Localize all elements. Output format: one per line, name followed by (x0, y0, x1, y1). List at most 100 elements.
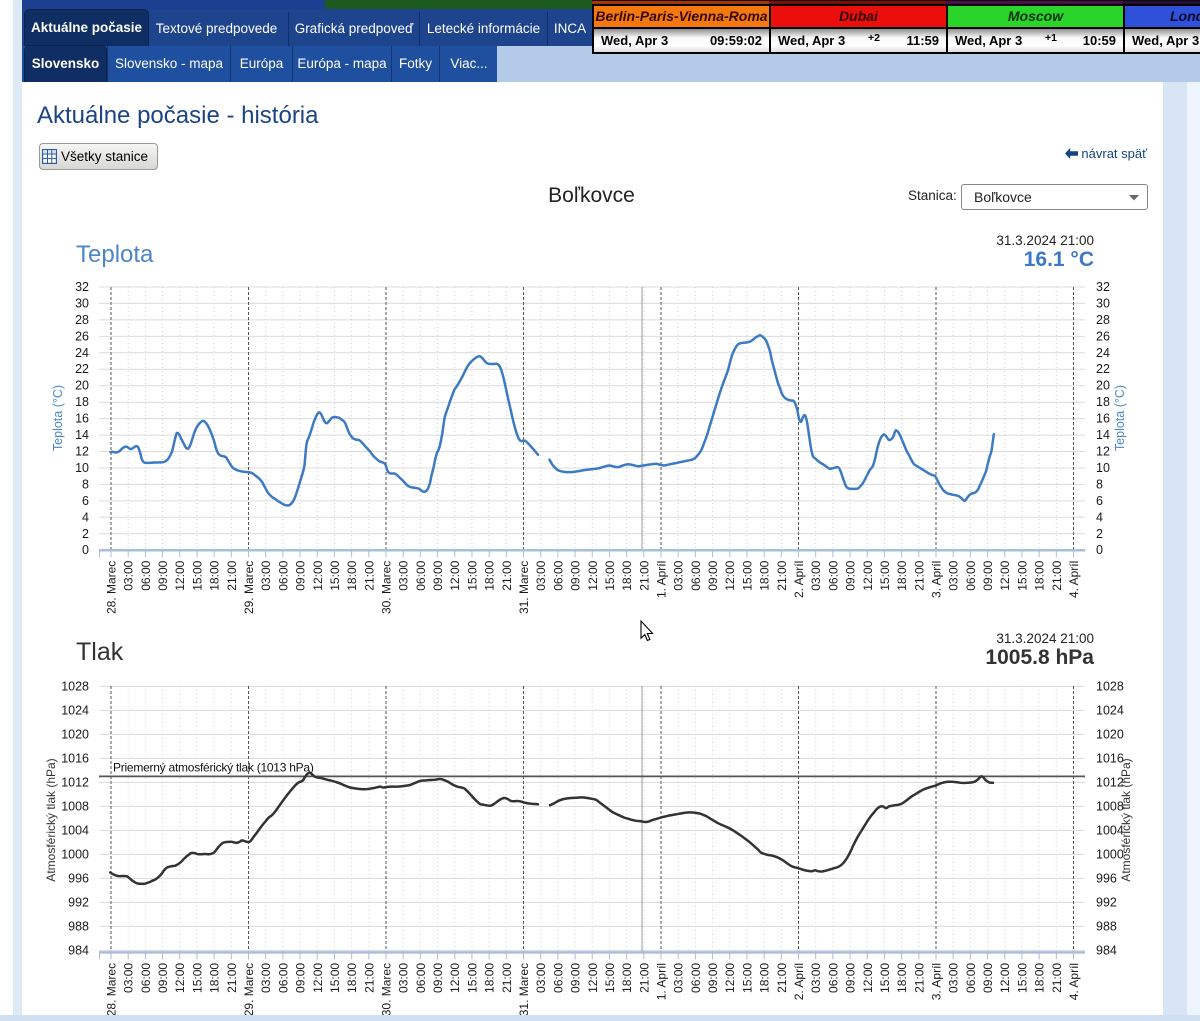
svg-text:09:00: 09:00 (706, 560, 720, 590)
svg-text:24: 24 (75, 346, 89, 360)
svg-text:06:00: 06:00 (826, 560, 840, 590)
svg-text:12: 12 (75, 445, 89, 459)
svg-text:09:00: 09:00 (844, 963, 858, 993)
svg-text:22: 22 (1096, 362, 1110, 376)
svg-text:09:00: 09:00 (706, 963, 720, 993)
svg-text:18:00: 18:00 (620, 560, 634, 590)
svg-text:29. Marec: 29. Marec (242, 561, 256, 614)
svg-text:18:00: 18:00 (345, 560, 359, 590)
svg-text:15:00: 15:00 (878, 963, 892, 993)
svg-text:15:00: 15:00 (328, 560, 342, 590)
svg-text:03:00: 03:00 (122, 963, 136, 993)
svg-text:1008: 1008 (1096, 799, 1124, 813)
svg-text:1008: 1008 (61, 799, 89, 813)
svg-text:06:00: 06:00 (276, 963, 290, 993)
svg-text:1024: 1024 (61, 703, 89, 717)
svg-text:15:00: 15:00 (740, 963, 754, 993)
svg-text:15:00: 15:00 (878, 560, 892, 590)
svg-text:09:00: 09:00 (431, 963, 445, 993)
svg-text:Atmosférický tlak (hPa): Atmosférický tlak (hPa) (1119, 758, 1133, 881)
svg-text:16: 16 (75, 412, 89, 426)
svg-text:03:00: 03:00 (672, 963, 686, 993)
svg-text:03:00: 03:00 (122, 560, 136, 590)
svg-text:12:00: 12:00 (173, 560, 187, 590)
svg-text:03:00: 03:00 (259, 560, 273, 590)
svg-text:09:00: 09:00 (294, 963, 308, 993)
svg-text:10: 10 (75, 461, 89, 475)
svg-text:31. Marec: 31. Marec (517, 963, 531, 1016)
svg-text:1016: 1016 (61, 751, 89, 765)
svg-text:21:00: 21:00 (912, 560, 926, 590)
svg-text:1020: 1020 (1096, 727, 1124, 741)
svg-text:30: 30 (75, 296, 89, 310)
svg-text:2. Apríl: 2. Apríl (792, 963, 806, 1000)
svg-text:3. Apríl: 3. Apríl (930, 963, 944, 1000)
svg-text:15:00: 15:00 (603, 963, 617, 993)
svg-text:12:00: 12:00 (586, 963, 600, 993)
svg-text:8: 8 (82, 477, 89, 491)
svg-text:15:00: 15:00 (190, 963, 204, 993)
svg-text:1004: 1004 (61, 823, 89, 837)
svg-text:31. Marec: 31. Marec (517, 561, 531, 614)
svg-text:06:00: 06:00 (139, 963, 153, 993)
svg-text:3. Apríl: 3. Apríl (930, 561, 944, 598)
svg-text:21:00: 21:00 (500, 963, 514, 993)
svg-text:18:00: 18:00 (483, 560, 497, 590)
svg-text:18:00: 18:00 (895, 560, 909, 590)
svg-text:21:00: 21:00 (637, 963, 651, 993)
svg-text:12:00: 12:00 (311, 963, 325, 993)
svg-text:09:00: 09:00 (569, 963, 583, 993)
svg-text:06:00: 06:00 (276, 560, 290, 590)
svg-text:30. Marec: 30. Marec (380, 561, 394, 614)
svg-text:20: 20 (1096, 379, 1110, 393)
svg-text:09:00: 09:00 (431, 560, 445, 590)
svg-text:06:00: 06:00 (964, 560, 978, 590)
svg-text:32: 32 (75, 280, 89, 294)
svg-text:Teplota (°C): Teplota (°C) (1113, 385, 1127, 451)
svg-text:18:00: 18:00 (483, 963, 497, 993)
svg-text:10: 10 (1096, 461, 1110, 475)
svg-text:15:00: 15:00 (1015, 963, 1029, 993)
svg-text:28: 28 (75, 313, 89, 327)
svg-text:6: 6 (1096, 494, 1103, 508)
svg-text:12:00: 12:00 (861, 963, 875, 993)
svg-text:09:00: 09:00 (981, 963, 995, 993)
svg-text:09:00: 09:00 (156, 560, 170, 590)
svg-text:8: 8 (1096, 477, 1103, 491)
svg-text:988: 988 (1096, 919, 1117, 933)
svg-text:996: 996 (1096, 871, 1117, 885)
svg-text:06:00: 06:00 (689, 560, 703, 590)
svg-text:21:00: 21:00 (1050, 560, 1064, 590)
svg-text:12:00: 12:00 (861, 560, 875, 590)
svg-text:06:00: 06:00 (689, 963, 703, 993)
svg-text:06:00: 06:00 (964, 963, 978, 993)
svg-text:15:00: 15:00 (465, 963, 479, 993)
svg-text:21:00: 21:00 (1050, 963, 1064, 993)
svg-text:21:00: 21:00 (637, 560, 651, 590)
svg-text:0: 0 (1096, 543, 1103, 557)
svg-text:22: 22 (75, 362, 89, 376)
svg-text:4. Apríl: 4. Apríl (1067, 963, 1081, 1000)
svg-text:12:00: 12:00 (448, 560, 462, 590)
svg-text:15:00: 15:00 (1015, 560, 1029, 590)
svg-text:18:00: 18:00 (345, 963, 359, 993)
svg-text:03:00: 03:00 (534, 963, 548, 993)
svg-text:03:00: 03:00 (809, 963, 823, 993)
svg-text:0: 0 (82, 543, 89, 557)
svg-text:12:00: 12:00 (586, 560, 600, 590)
svg-text:14: 14 (1096, 428, 1110, 442)
svg-text:1028: 1028 (61, 679, 89, 693)
svg-text:12:00: 12:00 (723, 560, 737, 590)
svg-text:18:00: 18:00 (758, 560, 772, 590)
svg-text:03:00: 03:00 (947, 560, 961, 590)
svg-text:1000: 1000 (1096, 847, 1124, 861)
svg-text:Teplota (°C): Teplota (°C) (51, 385, 65, 451)
svg-text:992: 992 (1096, 895, 1117, 909)
svg-text:1024: 1024 (1096, 703, 1124, 717)
svg-text:03:00: 03:00 (534, 560, 548, 590)
svg-text:15:00: 15:00 (740, 560, 754, 590)
svg-text:18: 18 (1096, 395, 1110, 409)
svg-text:21:00: 21:00 (500, 560, 514, 590)
svg-text:06:00: 06:00 (826, 963, 840, 993)
svg-text:28: 28 (1096, 313, 1110, 327)
